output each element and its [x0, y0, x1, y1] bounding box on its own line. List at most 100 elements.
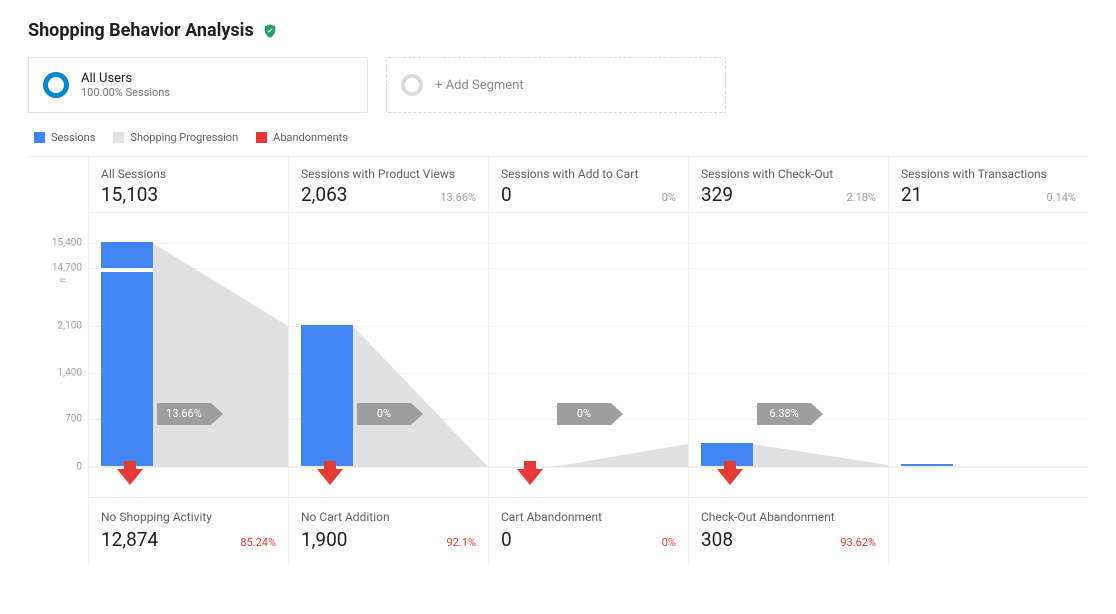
gridline: [689, 467, 888, 468]
gridline: [889, 373, 1088, 374]
funnel-column-header: Sessions with Add to Cart 0 0%: [489, 157, 688, 213]
y-axis-tick: 700: [65, 414, 82, 425]
chevron-right-icon: [811, 403, 823, 425]
abandonment-cell[interactable]: No Shopping Activity 12,874 85.24%: [89, 497, 288, 563]
gridline: [689, 243, 888, 244]
funnel-column[interactable]: Sessions with Product Views2,06313.66%0%…: [288, 157, 488, 563]
funnel-column[interactable]: All Sessions 15,103 13.66% No Shopping Acti…: [88, 157, 288, 563]
page-title-text: Shopping Behavior Analysis: [28, 20, 254, 41]
funnel-column-label: All Sessions: [101, 167, 276, 181]
progression-arrow-label: 6.38%: [757, 403, 811, 425]
abandonment-value: 12,874: [101, 528, 158, 551]
funnel-chart-area: [889, 213, 1088, 467]
chevron-right-icon: [211, 403, 223, 425]
funnel-column-value: 0: [501, 183, 512, 206]
gridline: [89, 467, 288, 468]
gridline: [689, 326, 888, 327]
funnel-chart-area: 0%: [489, 213, 688, 467]
funnel-column-header: Sessions with Transactions 21 0.14%: [889, 157, 1088, 213]
progression-shade: [689, 213, 888, 467]
funnel-column-pct: 0.14%: [1046, 191, 1076, 204]
abandonment-pct: 92.1%: [446, 536, 476, 549]
abandonment-cell-empty: [889, 497, 1088, 555]
abandonment-label: No Shopping Activity: [101, 510, 276, 524]
funnel-column-pct: 0%: [662, 191, 676, 204]
funnel-column[interactable]: Sessions with Transactions 21 0.14%: [888, 157, 1088, 563]
abandonment-label: Cart Abandonment: [501, 510, 676, 524]
funnel-chart-area: 13.66%: [89, 213, 288, 467]
gridline: [289, 268, 488, 269]
axis-break-gap: [101, 268, 153, 272]
progression-shade: [489, 213, 688, 467]
gridline: [489, 373, 688, 374]
gridline: [289, 243, 488, 244]
segment-row: All Users 100.00% Sessions + Add Segment: [28, 57, 1088, 113]
abandonment-cell[interactable]: No Cart Addition 1,900 92.1%: [289, 497, 488, 563]
progression-arrow: 13.66%: [157, 403, 223, 425]
funnel-column[interactable]: Sessions with Check-Out 329 2.18% 6.38% Chec…: [688, 157, 888, 563]
funnel-column-label: Sessions with Add to Cart: [501, 167, 676, 181]
abandonment-pct: 93.62%: [840, 536, 876, 549]
funnel-column-header: Sessions with Check-Out 329 2.18%: [689, 157, 888, 213]
gridline: [489, 243, 688, 244]
abandonment-arrow-row: [889, 467, 1088, 497]
progression-arrow-label: 0%: [557, 403, 611, 425]
y-axis-tick: 15,400: [52, 238, 82, 249]
funnel-column-label: Sessions with Product Views: [301, 167, 476, 181]
funnel-column-header: Sessions with Product Views2,06313.66%: [289, 157, 488, 213]
funnel-bar: [301, 325, 353, 466]
funnel-column[interactable]: Sessions with Add to Cart00%0%Cart Aband…: [488, 157, 688, 563]
funnel-chart-area: 0%: [289, 213, 488, 467]
progression-arrow: 0%: [557, 403, 623, 425]
legend-sessions: Sessions: [34, 131, 95, 144]
gridline: [689, 373, 888, 374]
funnel-column-value: 329: [701, 183, 733, 206]
abandonment-pct: 0%: [662, 536, 676, 549]
arrow-down-icon: [117, 469, 143, 485]
y-axis-tick: 14,700: [52, 263, 82, 274]
chevron-right-icon: [411, 403, 423, 425]
abandonment-label: Check-Out Abandonment: [701, 510, 876, 524]
legend-progression-label: Shopping Progression: [130, 131, 238, 144]
abandonment-arrow-row: [489, 467, 688, 497]
funnel-chart-area: 6.38%: [689, 213, 888, 467]
abandonment-pct: 85.24%: [240, 536, 276, 549]
funnel-column-label: Sessions with Check-Out: [701, 167, 876, 181]
legend: Sessions Shopping Progression Abandonmen…: [34, 131, 1088, 144]
abandonment-cell[interactable]: Cart Abandonment 0 0%: [489, 497, 688, 563]
funnel-bar: [101, 242, 153, 466]
funnel-column-value: 15,103: [101, 183, 158, 206]
segment-subtitle: 100.00% Sessions: [81, 86, 170, 99]
y-axis-tick: 0: [76, 462, 82, 473]
shopping-behavior-panel: Shopping Behavior Analysis All Users 100…: [0, 0, 1116, 583]
page-title: Shopping Behavior Analysis: [28, 20, 1088, 41]
progression-arrow-label: 13.66%: [157, 403, 211, 425]
funnel-chart: 15,40014,7002,1001,4007000≈ All Sessions…: [28, 156, 1088, 563]
legend-progression: Shopping Progression: [113, 131, 238, 144]
abandonment-value: 0: [501, 528, 512, 551]
segment-text: All Users 100.00% Sessions: [81, 71, 170, 99]
legend-sessions-label: Sessions: [51, 131, 95, 144]
arrow-down-icon: [317, 469, 343, 485]
abandonment-label: No Cart Addition: [301, 510, 476, 524]
add-segment-button[interactable]: + Add Segment: [386, 57, 726, 113]
verified-shield-icon: [262, 23, 278, 39]
progression-arrow: 6.38%: [757, 403, 823, 425]
funnel-column-pct: 2.18%: [846, 191, 876, 204]
funnel-column-value: 21: [901, 183, 922, 206]
funnel-bar: [901, 464, 953, 466]
swatch-sessions: [34, 132, 45, 143]
segment-all-users[interactable]: All Users 100.00% Sessions: [28, 57, 368, 113]
funnel-column-header: All Sessions 15,103: [89, 157, 288, 213]
funnel-column-label: Sessions with Transactions: [901, 167, 1076, 181]
gridline: [489, 467, 688, 468]
gridline: [889, 243, 1088, 244]
funnel-column-value: 2,063: [301, 183, 347, 206]
funnel-columns: All Sessions 15,103 13.66% No Shopping Acti…: [88, 157, 1088, 563]
gridline: [889, 419, 1088, 420]
add-segment-label: + Add Segment: [435, 78, 524, 93]
abandonment-cell[interactable]: Check-Out Abandonment30893.62%: [689, 497, 888, 563]
swatch-abandonments: [256, 132, 267, 143]
legend-abandonments-label: Abandonments: [273, 131, 348, 144]
abandonment-value: 1,900: [301, 528, 347, 551]
